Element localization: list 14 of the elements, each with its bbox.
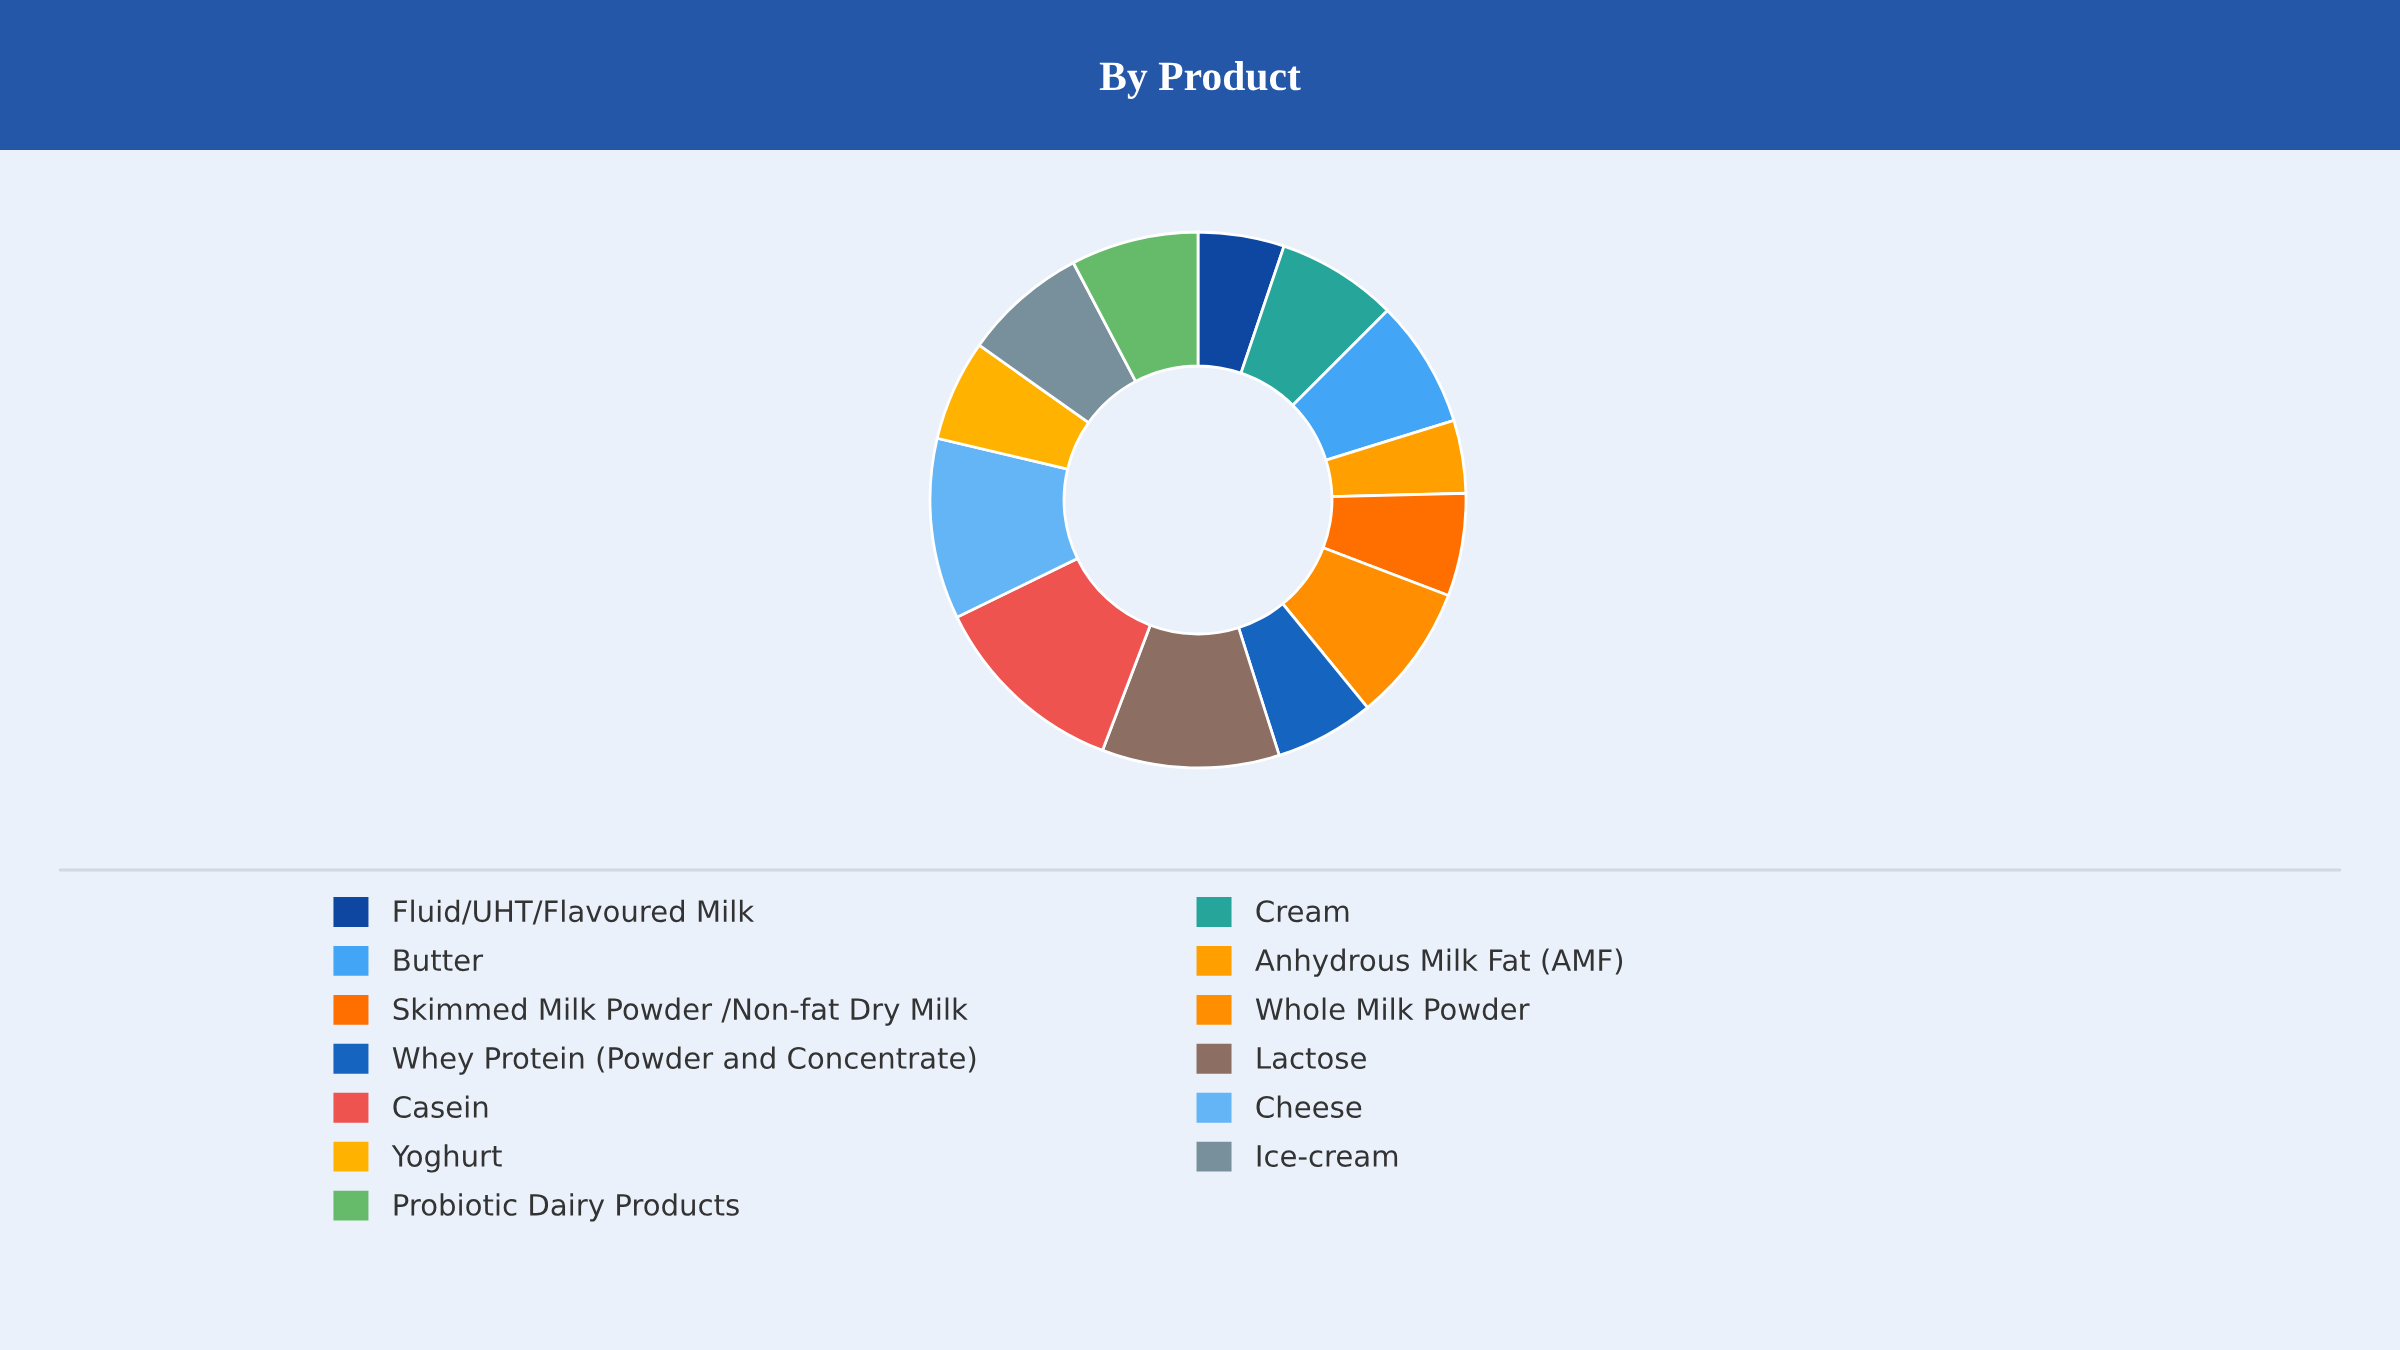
legend-label: Casein: [393, 1095, 488, 1118]
legend-label: Fluid/UHT/Flavoured Milk: [394, 899, 755, 925]
legend-label: Whey Protein (Powder and Concentrate): [392, 1046, 976, 1075]
legend-label: Anhydrous Milk Fat (AMF): [1255, 948, 1623, 977]
legend-label: Cream: [1256, 900, 1349, 923]
chart-title: By Product: [1099, 61, 1301, 99]
legend-label: Ice-cream: [1257, 1145, 1398, 1167]
legend-label: Whole Milk Powder: [1255, 997, 1530, 1021]
legend-label: Yoghurt: [391, 1144, 502, 1173]
legend-label: Skimmed Milk Powder /Non-fat Dry Milk: [393, 997, 968, 1026]
legend-label: Probiotic Dairy Products: [394, 1193, 739, 1222]
legend-label: Butter: [394, 949, 484, 972]
legend-label: Lactose: [1257, 1047, 1366, 1070]
legend-label: Cheese: [1256, 1095, 1362, 1118]
